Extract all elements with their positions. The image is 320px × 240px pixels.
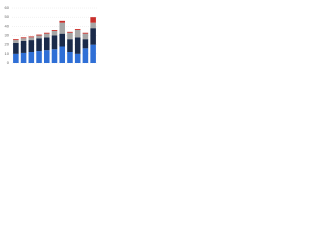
bar-segment — [90, 28, 96, 45]
bar-segment — [51, 49, 58, 63]
bar-segment — [59, 33, 66, 47]
bar-segment — [13, 42, 19, 54]
bar-segment — [36, 51, 42, 63]
bar-segment — [20, 41, 27, 53]
bar-segment — [59, 22, 66, 34]
y-tick-label: 20 — [5, 42, 10, 47]
y-tick-label: 50 — [5, 14, 10, 19]
bar-segment — [28, 37, 35, 41]
bar-segment — [74, 37, 81, 54]
bar-segment — [13, 40, 19, 43]
bar-segment — [36, 38, 42, 52]
bar-segment — [43, 50, 50, 63]
bar-segment — [67, 32, 73, 40]
y-tick-label: 10 — [5, 51, 10, 56]
bar-segment — [28, 52, 35, 63]
bar-segment — [28, 36, 35, 38]
bar-segment — [28, 40, 35, 52]
bar-segment — [43, 32, 50, 34]
bar-segment — [36, 34, 42, 36]
page: {"chart_data": {"type": "stacked_bar", "… — [0, 0, 320, 71]
bar-segment — [59, 46, 66, 63]
y-tick-label: 0 — [7, 60, 10, 65]
bar-segment — [82, 48, 89, 63]
bar-segment — [43, 33, 50, 38]
bar-segment — [43, 37, 50, 51]
bar-segment — [51, 30, 58, 36]
bar-segment — [67, 39, 73, 52]
bar-segment — [82, 32, 89, 34]
bar-segment — [13, 53, 19, 63]
bar-segment — [74, 29, 81, 30]
y-tick-label: 60 — [5, 5, 10, 10]
bar-segment — [67, 52, 73, 63]
chart: 0 10 20 30 40 50 60 — [5, 5, 97, 65]
bar-segment — [82, 33, 89, 40]
bar-segment — [51, 35, 58, 50]
bar-segment — [20, 37, 27, 39]
bar-segment — [67, 31, 73, 33]
bar-segment — [90, 17, 96, 23]
bar-segment — [90, 22, 96, 29]
bar-segment — [20, 38, 27, 41]
bar-segment — [90, 44, 96, 63]
bar-segment — [20, 52, 27, 63]
y-tick-label: 30 — [5, 33, 10, 38]
bar-segment — [51, 30, 58, 31]
bar-segment — [13, 39, 19, 41]
y-tick-label: 40 — [5, 23, 10, 28]
bar-segment — [82, 39, 89, 49]
bar-segment — [74, 30, 81, 38]
bar-segment — [74, 53, 81, 63]
bar-segment — [36, 35, 42, 39]
bar-segment — [59, 20, 66, 23]
